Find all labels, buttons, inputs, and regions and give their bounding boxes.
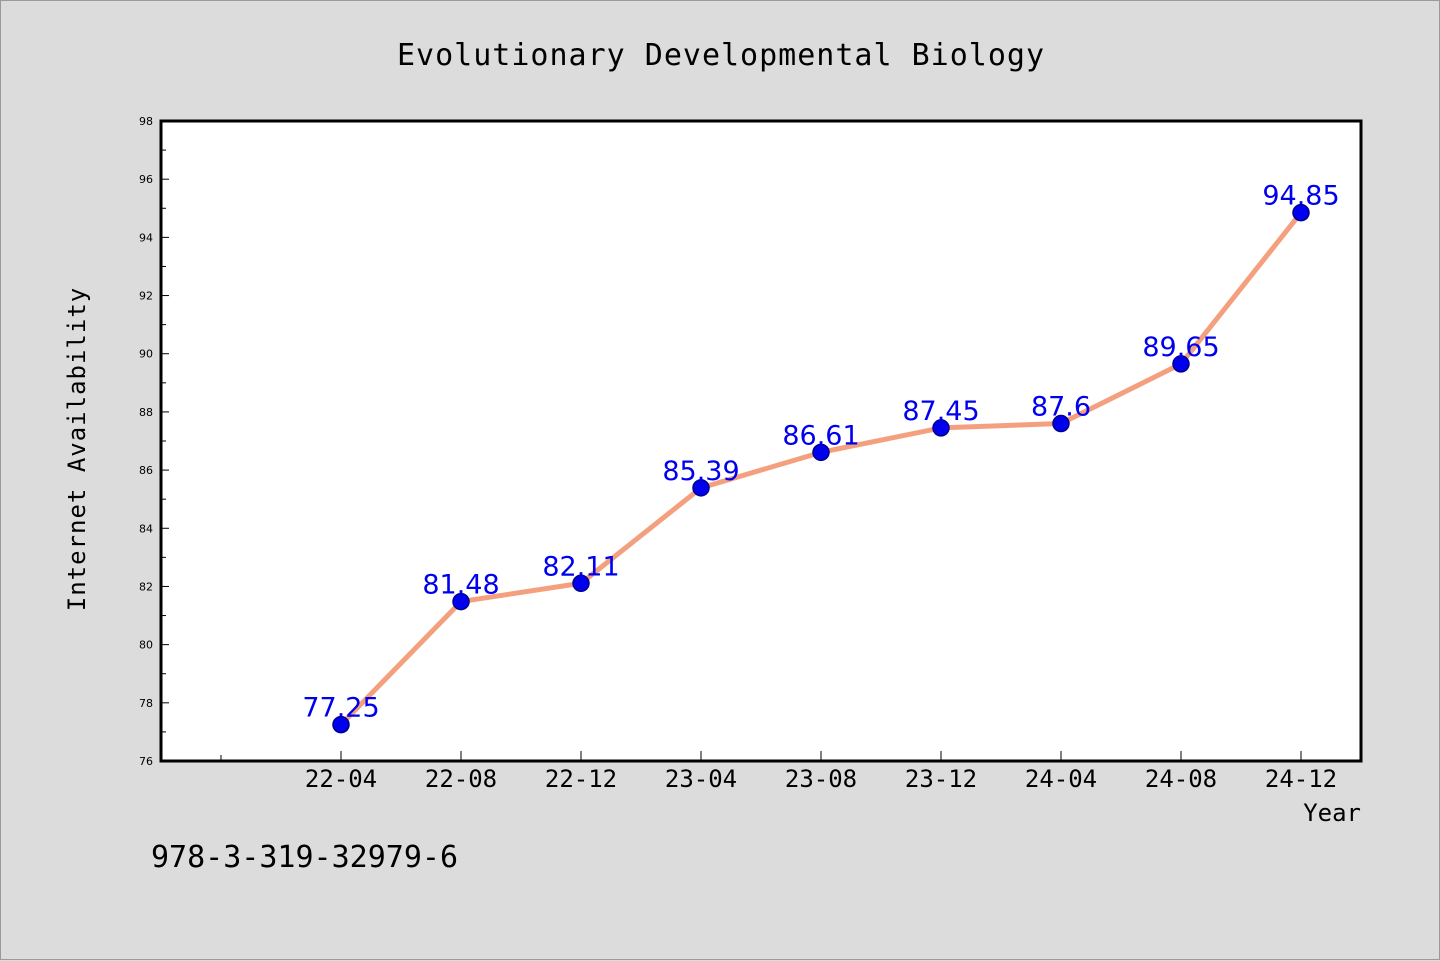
chart-title: Evolutionary Developmental Biology: [397, 38, 1045, 73]
x-tick-label: 24-12: [1265, 765, 1337, 793]
data-label: 87.6: [1031, 392, 1091, 423]
data-point: [572, 574, 590, 593]
x-tick-label: 22-04: [305, 765, 377, 793]
data-label: 81.48: [422, 570, 499, 601]
data-point: [812, 443, 830, 462]
y-tick-label: 90: [139, 348, 153, 361]
y-tick-label: 86: [139, 464, 153, 477]
y-tick-label: 76: [139, 755, 153, 768]
y-tick-label: 96: [139, 173, 153, 186]
y-tick-label: 92: [139, 290, 153, 303]
data-point: [452, 592, 470, 611]
y-tick-label: 94: [139, 231, 153, 244]
y-tick-label: 82: [139, 580, 153, 593]
data-point: [692, 479, 710, 497]
data-label: 89.65: [1142, 332, 1219, 363]
x-axis: 22-04 22-08 22-12 23-04 23-08 23-12 24-04 24-08…: [220, 751, 1337, 793]
x-tick-label: 24-04: [1025, 765, 1097, 793]
x-tick-label: 23-04: [665, 765, 737, 793]
y-tick-label: 88: [139, 406, 153, 419]
data-point: [1052, 414, 1070, 433]
x-tick-label: 23-08: [785, 765, 857, 793]
data-label: 86.61: [782, 420, 859, 451]
data-label: 85.39: [662, 456, 739, 487]
y-tick-label: 98: [139, 115, 153, 128]
data-point: [1292, 203, 1310, 222]
data-point: [1172, 355, 1190, 373]
data-series: [332, 203, 1310, 734]
y-axis: 76 78 80 82 84 86 88 90 92 94 96 98: [139, 115, 169, 768]
data-label: 77.25: [302, 693, 379, 724]
x-tick-label: 24-08: [1145, 765, 1217, 793]
plot-border: [159, 119, 1363, 763]
y-tick-label: 80: [139, 639, 153, 652]
data-point: [332, 715, 350, 734]
data-labels: 77.25 81.48 82.11 85.39 86.61 87.45 87.6 89.65 9…: [302, 181, 1339, 724]
y-axis-label: Internet Availability: [63, 287, 91, 611]
x-tick-label: 22-08: [425, 765, 497, 793]
y-tick-label: 84: [139, 522, 153, 535]
plot-area: [161, 121, 1361, 761]
data-point: [932, 419, 950, 437]
x-axis-label: Year: [1303, 799, 1361, 827]
x-tick-label: 23-12: [905, 765, 977, 793]
data-label: 94.85: [1262, 181, 1339, 212]
y-tick-label: 78: [139, 697, 153, 710]
x-tick-label: 22-12: [545, 765, 617, 793]
isbn-footer: 978-3-319-32979-6: [151, 840, 458, 875]
data-label: 82.11: [542, 551, 619, 582]
data-label: 87.45: [902, 396, 979, 427]
